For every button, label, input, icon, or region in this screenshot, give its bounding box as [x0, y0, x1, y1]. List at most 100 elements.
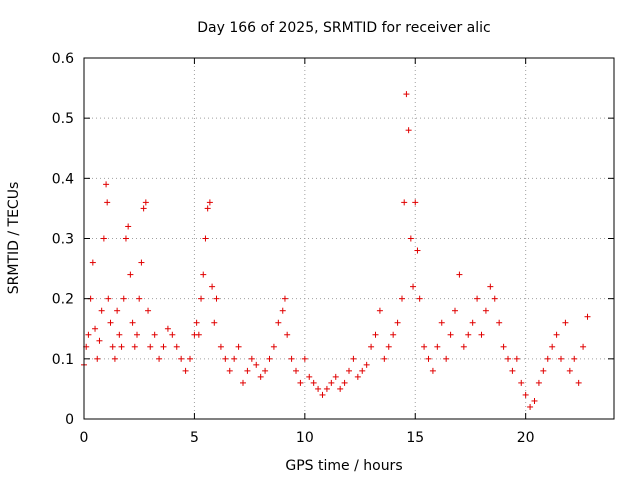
data-point	[89, 259, 96, 266]
data-point	[363, 361, 370, 368]
data-point	[412, 199, 419, 206]
data-point	[85, 331, 92, 338]
data-point	[156, 355, 163, 362]
data-point	[394, 319, 401, 326]
data-point	[438, 319, 445, 326]
data-point	[482, 307, 489, 314]
data-point	[206, 199, 213, 206]
data-point	[187, 355, 193, 362]
data-point	[145, 307, 152, 314]
data-point	[401, 199, 408, 206]
data-point	[544, 355, 551, 362]
data-point	[213, 295, 220, 302]
data-point	[496, 319, 503, 326]
x-tick-label: 0	[80, 430, 89, 446]
data-point	[279, 307, 286, 314]
data-point	[487, 283, 494, 290]
x-tick-label: 5	[190, 430, 199, 446]
data-point	[323, 385, 330, 392]
data-point	[580, 343, 587, 350]
data-point	[513, 355, 520, 362]
data-point	[240, 379, 246, 386]
data-point	[465, 331, 472, 338]
data-point	[209, 283, 216, 290]
data-point	[105, 295, 112, 302]
x-tick-label: 10	[296, 430, 314, 446]
data-point	[558, 355, 564, 362]
data-point	[456, 271, 463, 278]
data-point	[403, 91, 410, 98]
data-point	[425, 355, 432, 362]
data-point	[118, 343, 125, 350]
data-point	[319, 391, 326, 398]
x-tick-label: 15	[406, 430, 424, 446]
data-point	[195, 331, 202, 338]
data-point	[346, 367, 352, 374]
data-point	[359, 367, 366, 374]
y-tick-label: 0.4	[52, 171, 74, 187]
data-point	[407, 235, 414, 242]
data-point	[368, 343, 375, 350]
data-point	[571, 355, 578, 362]
data-point	[257, 373, 264, 380]
y-tick-label: 0.3	[52, 232, 74, 248]
data-point	[434, 343, 441, 350]
data-point	[114, 307, 121, 314]
data-point	[575, 379, 582, 386]
data-point	[193, 319, 200, 326]
data-point	[549, 343, 556, 350]
data-point	[491, 295, 498, 302]
y-tick-label: 0.2	[52, 292, 74, 308]
x-tick-label: 20	[517, 430, 535, 446]
data-point	[231, 355, 238, 362]
data-point	[111, 355, 118, 362]
data-point	[562, 319, 569, 326]
data-point	[253, 361, 260, 368]
data-point	[584, 313, 591, 320]
data-point	[328, 379, 335, 386]
data-point	[142, 199, 149, 206]
data-point	[235, 343, 242, 350]
y-tick-label: 0.5	[52, 111, 74, 127]
data-point	[116, 331, 123, 338]
data-point	[518, 379, 525, 386]
data-point	[173, 343, 180, 350]
data-point	[332, 373, 339, 380]
data-point	[376, 307, 383, 314]
data-point	[109, 343, 116, 350]
data-point	[226, 367, 233, 374]
data-point	[341, 379, 348, 386]
data-point	[443, 355, 450, 362]
data-point	[535, 379, 542, 386]
data-point	[164, 325, 171, 332]
data-point	[169, 331, 176, 338]
data-point	[202, 235, 209, 242]
data-point	[160, 343, 167, 350]
data-point	[134, 331, 140, 338]
y-tick-label: 0.6	[52, 51, 74, 67]
data-point	[94, 355, 101, 362]
data-point	[140, 205, 147, 212]
y-axis-title: SRMTID / TECUs	[6, 182, 22, 295]
data-point	[405, 127, 412, 134]
data-point	[372, 331, 379, 338]
chart-title: Day 166 of 2025, SRMTID for receiver ali…	[197, 20, 490, 36]
data-point	[211, 319, 218, 326]
data-point	[103, 181, 110, 188]
data-point	[381, 355, 388, 362]
data-point	[182, 367, 189, 374]
data-point	[147, 343, 154, 350]
data-point	[200, 271, 207, 278]
data-point	[414, 247, 421, 254]
data-point	[522, 391, 529, 398]
data-point	[527, 403, 534, 410]
data-point	[120, 295, 127, 302]
data-point	[198, 295, 205, 302]
data-points	[81, 91, 591, 410]
data-point	[96, 337, 103, 344]
data-point	[469, 319, 476, 326]
data-point	[500, 343, 507, 350]
data-point	[127, 271, 134, 278]
data-point	[98, 307, 105, 314]
